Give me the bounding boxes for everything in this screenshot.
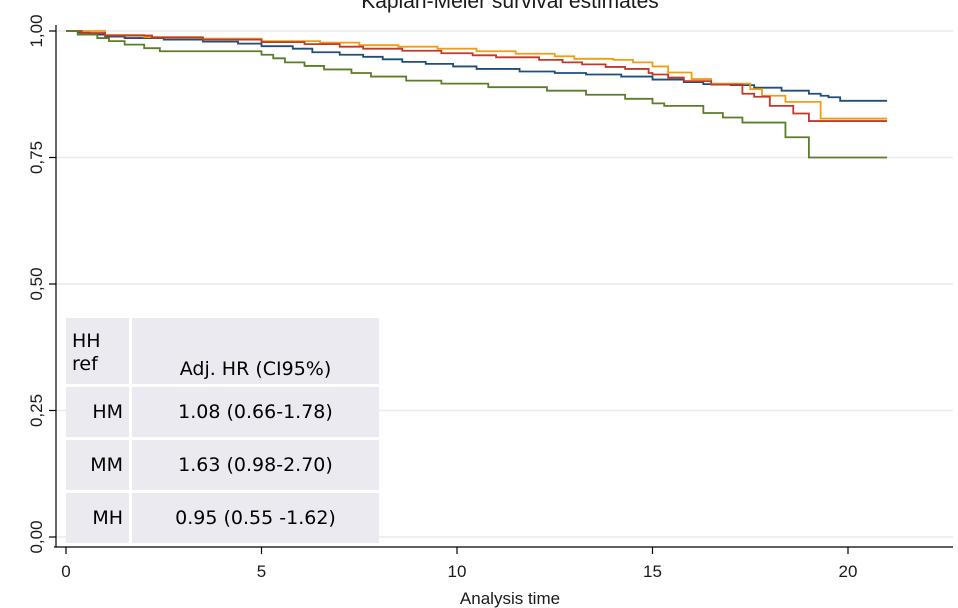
axes bbox=[54, 25, 953, 548]
header-reference-cell: HH ref bbox=[66, 318, 132, 384]
survival-curve-1 bbox=[66, 30, 888, 102]
table-row: MM 1.63 (0.98-2.70) bbox=[66, 437, 379, 490]
survival-curve-3 bbox=[66, 30, 888, 122]
group-cell: MH bbox=[66, 493, 132, 543]
grid bbox=[56, 30, 953, 538]
group-cell: HM bbox=[66, 387, 132, 437]
x-tick-label: 10 bbox=[448, 562, 467, 581]
header-ref-line2: ref bbox=[72, 353, 98, 375]
group-cell: MM bbox=[66, 440, 132, 490]
x-tick-label: 20 bbox=[839, 562, 858, 581]
y-tick-label: 1,00 bbox=[27, 14, 46, 47]
y-ticks: 0,00 0,25 0,50 0,75 1,00 bbox=[27, 14, 56, 554]
x-axis-title: Analysis time bbox=[460, 589, 560, 608]
y-tick-label: 0,25 bbox=[27, 394, 46, 427]
hr-value-cell: 1.08 (0.66-1.78) bbox=[178, 401, 333, 423]
y-tick-label: 0,50 bbox=[27, 267, 46, 300]
x-tick-label: 0 bbox=[61, 562, 70, 581]
y-tick-label: 0,00 bbox=[27, 520, 46, 553]
hazard-ratio-table: HH ref Adj. HR (CI95%) HM 1.08 (0.66-1.7… bbox=[66, 318, 379, 543]
hr-value-cell: 0.95 (0.55 -1.62) bbox=[175, 507, 336, 529]
y-tick-label: 0,75 bbox=[27, 141, 46, 174]
series-group bbox=[66, 30, 888, 159]
x-tick-label: 5 bbox=[257, 562, 266, 581]
table-row: HM 1.08 (0.66-1.78) bbox=[66, 384, 379, 437]
header-hr-cell: Adj. HR (CI95%) bbox=[179, 358, 332, 380]
chart-title: Kaplan-Meier survival estimates bbox=[361, 0, 659, 13]
x-tick-label: 15 bbox=[643, 562, 662, 581]
table-header-row: HH ref Adj. HR (CI95%) bbox=[66, 318, 379, 384]
survival-curve-2 bbox=[66, 30, 888, 120]
survival-curve-4 bbox=[66, 30, 888, 159]
x-ticks: 0 5 10 15 20 bbox=[61, 547, 857, 581]
header-ref-line1: HH bbox=[72, 330, 101, 352]
hr-value-cell: 1.63 (0.98-2.70) bbox=[178, 454, 333, 476]
table-row: MH 0.95 (0.55 -1.62) bbox=[66, 490, 379, 543]
